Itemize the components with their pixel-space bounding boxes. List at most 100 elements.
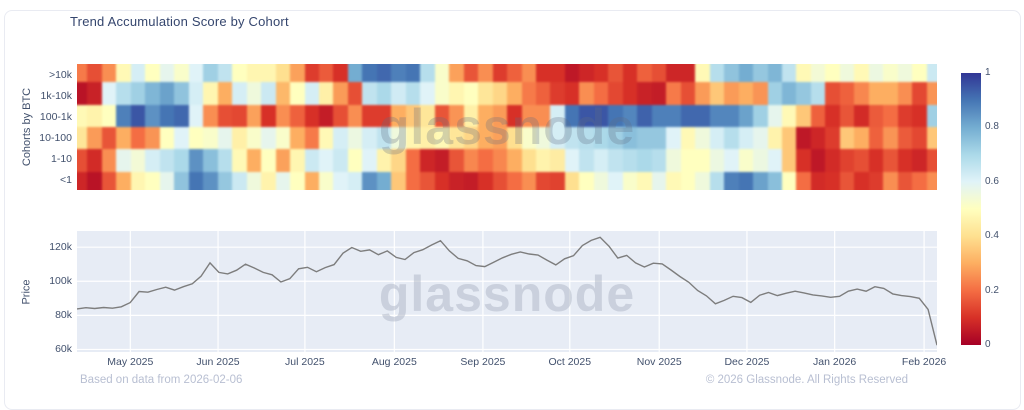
heatmap-cell[interactable] <box>550 82 565 105</box>
heatmap-cell[interactable] <box>536 82 551 105</box>
heatmap-cell[interactable] <box>680 126 696 150</box>
heatmap-cell[interactable] <box>405 82 421 105</box>
heatmap-cell[interactable] <box>347 64 363 83</box>
heatmap-cell[interactable] <box>246 126 262 150</box>
heatmap-cell[interactable] <box>680 171 696 190</box>
heatmap-cell[interactable] <box>651 126 667 150</box>
heatmap-cell[interactable] <box>275 149 291 172</box>
heatmap-cell[interactable] <box>232 64 247 83</box>
heatmap-cell[interactable] <box>521 104 536 127</box>
heatmap-cell[interactable] <box>839 64 855 83</box>
heatmap-cell[interactable] <box>101 171 117 190</box>
heatmap-cell[interactable] <box>77 82 88 105</box>
heatmap-cell[interactable] <box>753 82 768 105</box>
heatmap-cell[interactable] <box>839 126 855 150</box>
heatmap-cell[interactable] <box>738 126 754 150</box>
heatmap-cell[interactable] <box>724 149 739 172</box>
heatmap-cell[interactable] <box>680 104 696 127</box>
heatmap-cell[interactable] <box>622 171 638 190</box>
heatmap-cell[interactable] <box>507 82 522 105</box>
heatmap-cell[interactable] <box>174 64 189 83</box>
heatmap-cell[interactable] <box>203 104 218 127</box>
heatmap-cell[interactable] <box>376 64 392 83</box>
heatmap-cell[interactable] <box>724 82 739 105</box>
heatmap-cell[interactable] <box>666 104 681 127</box>
heatmap-cell[interactable] <box>318 126 334 150</box>
heatmap-cell[interactable] <box>188 149 204 172</box>
heatmap-cell[interactable] <box>883 149 898 172</box>
heatmap-cell[interactable] <box>926 104 937 127</box>
heatmap-cell[interactable] <box>362 104 377 127</box>
heatmap-cell[interactable] <box>275 82 291 105</box>
heatmap-cell[interactable] <box>666 171 681 190</box>
heatmap-cell[interactable] <box>130 82 146 105</box>
heatmap-cell[interactable] <box>550 149 565 172</box>
heatmap-cell[interactable] <box>116 82 131 105</box>
heatmap-cell[interactable] <box>449 126 464 150</box>
heatmap-cell[interactable] <box>391 126 406 150</box>
heatmap-cell[interactable] <box>868 126 884 150</box>
heatmap-cell[interactable] <box>217 126 233 150</box>
heatmap-cell[interactable] <box>449 64 464 83</box>
heatmap-cell[interactable] <box>796 64 811 83</box>
heatmap-cell[interactable] <box>753 171 768 190</box>
heatmap-cell[interactable] <box>695 64 710 83</box>
heatmap-cell[interactable] <box>101 126 117 150</box>
heatmap-cell[interactable] <box>304 171 319 190</box>
heatmap-cell[interactable] <box>810 171 826 190</box>
heatmap-cell[interactable] <box>376 82 392 105</box>
heatmap-cell[interactable] <box>434 104 450 127</box>
heatmap-cell[interactable] <box>781 104 797 127</box>
heatmap-cell[interactable] <box>883 104 898 127</box>
heatmap-cell[interactable] <box>420 64 435 83</box>
heatmap-cell[interactable] <box>608 126 623 150</box>
heatmap-cell[interactable] <box>810 64 826 83</box>
heatmap-cell[interactable] <box>174 171 189 190</box>
heatmap-cell[interactable] <box>781 171 797 190</box>
heatmap-cell[interactable] <box>159 64 175 83</box>
heatmap-cell[interactable] <box>897 82 913 105</box>
heatmap-cell[interactable] <box>796 149 811 172</box>
heatmap-cell[interactable] <box>478 171 493 190</box>
heatmap-cell[interactable] <box>825 64 840 83</box>
heatmap-cell[interactable] <box>550 126 565 150</box>
heatmap-cell[interactable] <box>564 126 580 150</box>
heatmap-cell[interactable] <box>159 126 175 150</box>
heatmap-cell[interactable] <box>434 171 450 190</box>
heatmap-cell[interactable] <box>912 171 927 190</box>
heatmap-cell[interactable] <box>203 171 218 190</box>
heatmap-cell[interactable] <box>101 104 117 127</box>
heatmap-cell[interactable] <box>434 82 450 105</box>
heatmap-cell[interactable] <box>478 64 493 83</box>
heatmap-cell[interactable] <box>724 104 739 127</box>
heatmap-cell[interactable] <box>926 171 937 190</box>
heatmap-cell[interactable] <box>318 64 334 83</box>
heatmap-row->10k[interactable] <box>77 64 937 83</box>
heatmap-cell[interactable] <box>159 149 175 172</box>
heatmap-cell[interactable] <box>912 82 927 105</box>
heatmap-cell[interactable] <box>290 171 305 190</box>
heatmap-cell[interactable] <box>232 104 247 127</box>
heatmap-cell[interactable] <box>290 149 305 172</box>
heatmap-row-10-100[interactable] <box>77 126 937 150</box>
heatmap-cell[interactable] <box>854 104 869 127</box>
heatmap-cell[interactable] <box>261 104 276 127</box>
heatmap-cell[interactable] <box>492 82 508 105</box>
heatmap-cell[interactable] <box>651 171 667 190</box>
heatmap-cell[interactable] <box>666 82 681 105</box>
heatmap-cell[interactable] <box>825 126 840 150</box>
heatmap-cell[interactable] <box>767 126 782 150</box>
heatmap-cell[interactable] <box>145 104 160 127</box>
heatmap-cell[interactable] <box>507 104 522 127</box>
heatmap-cell[interactable] <box>781 126 797 150</box>
heatmap-cell[interactable] <box>767 104 782 127</box>
heatmap-cell[interactable] <box>738 82 754 105</box>
heatmap-cell[interactable] <box>593 149 609 172</box>
heatmap-cell[interactable] <box>926 149 937 172</box>
heatmap-cell[interactable] <box>810 82 826 105</box>
heatmap-cell[interactable] <box>420 82 435 105</box>
heatmap-cell[interactable] <box>304 64 319 83</box>
heatmap-cell[interactable] <box>579 64 594 83</box>
heatmap-cell[interactable] <box>203 126 218 150</box>
heatmap-cell[interactable] <box>232 126 247 150</box>
